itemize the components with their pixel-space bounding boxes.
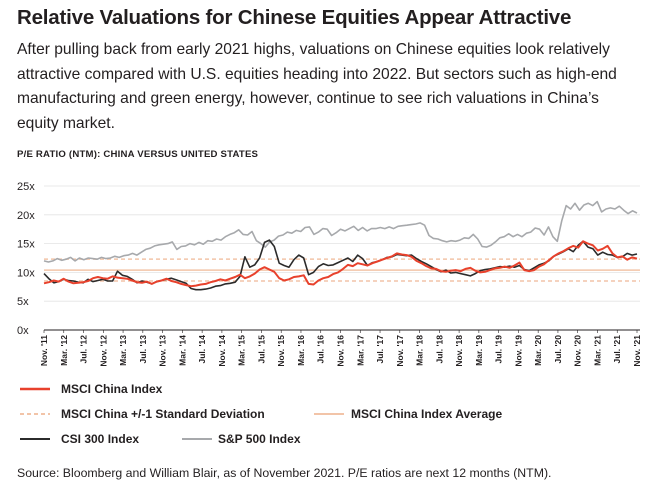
- x-tick-label: Nov. '11: [39, 335, 49, 366]
- series-line-s-p-500-index: [43, 200, 638, 263]
- chart-description: After pulling back from early 2021 highs…: [17, 41, 617, 132]
- x-tick-label: Nov. '20: [573, 335, 583, 367]
- legend-label-sp500: S&P 500 Index: [218, 432, 301, 446]
- y-tick-label: 0x: [17, 325, 29, 337]
- source-note: Source: Bloomberg and William Blair, as …: [17, 466, 552, 480]
- gridlines: [44, 185, 640, 331]
- x-tick-label: Nov. '16: [336, 335, 346, 367]
- x-tick-label: Jul. '18: [434, 335, 444, 364]
- x-tick-label: Jul. '20: [553, 335, 563, 364]
- x-tick-label: Nov. '17: [395, 335, 405, 367]
- y-tick-label: 10x: [17, 267, 35, 279]
- legend-swatch-average: [314, 413, 344, 415]
- y-tick-label: 20x: [17, 210, 35, 222]
- y-tick-label: 25x: [17, 181, 35, 193]
- y-axis-ticks: 25x 20x 15x 10x 5x 0x: [17, 181, 35, 337]
- x-tick-label: Jul. '13: [138, 335, 148, 364]
- legend-label-average: MSCI China Index Average: [351, 407, 503, 421]
- x-tick-label: Jul. '16: [316, 335, 326, 364]
- series-lines: [43, 200, 638, 291]
- y-tick-label: 15x: [17, 239, 35, 251]
- legend-swatch-csi300: [20, 438, 50, 440]
- series-line-msci-china-index: [43, 240, 638, 288]
- x-tick-label: Jul. '19: [494, 335, 504, 364]
- x-tick-label: Jul. '12: [79, 335, 89, 364]
- x-tick-label: Nov. '14: [217, 335, 227, 367]
- x-tick-label: Mar. '12: [59, 335, 69, 366]
- x-tick-label: Jul. '21: [612, 335, 622, 364]
- legend-label-msci-china: MSCI China Index: [61, 382, 163, 396]
- legend-swatch-msci-china: [20, 387, 50, 391]
- x-tick-label: Jul. '15: [256, 335, 266, 364]
- x-tick-label: Mar. '13: [118, 335, 128, 366]
- legend-swatch-std-dev: [20, 413, 50, 415]
- x-tick-label: Mar. '14: [177, 335, 187, 366]
- chart-title: Relative Valuations for Chinese Equities…: [17, 6, 572, 29]
- x-tick-label: Nov. '15: [276, 335, 286, 367]
- y-tick-label: 5x: [17, 296, 29, 308]
- x-tick-label: Mar. '15: [237, 335, 247, 366]
- x-tick-label: Nov. '13: [158, 335, 168, 367]
- x-tick-label: Nov. '18: [454, 335, 464, 367]
- x-tick-label: Jul. '17: [375, 335, 385, 364]
- x-tick-label: Mar. '17: [355, 335, 365, 366]
- x-tick-label: Mar. '21: [592, 335, 602, 366]
- x-tick-label: Mar. '19: [474, 335, 484, 366]
- x-tick-label: Nov. '12: [98, 335, 108, 367]
- legend-label-std-dev: MSCI China +/-1 Standard Deviation: [61, 407, 265, 421]
- x-tick-label: Jul. '14: [197, 335, 207, 364]
- x-tick-label: Mar. '16: [296, 335, 306, 366]
- x-tick-label: Mar. '18: [415, 335, 425, 366]
- series-line-csi-300-index: [43, 239, 638, 291]
- legend-label-csi300: CSI 300 Index: [61, 432, 140, 446]
- x-tick-label: Nov. '21: [632, 335, 642, 367]
- chart-subtitle: P/E RATIO (NTM): CHINA VERSUS UNITED STA…: [17, 149, 259, 160]
- x-axis-ticks: Nov. '11 Mar. '12 Jul. '12 Nov. '12 Mar. '13…: [39, 330, 642, 367]
- x-tick-label: Mar. '20: [533, 335, 543, 366]
- legend-swatch-sp500: [182, 438, 212, 440]
- x-tick-label: Nov. '19: [513, 335, 523, 367]
